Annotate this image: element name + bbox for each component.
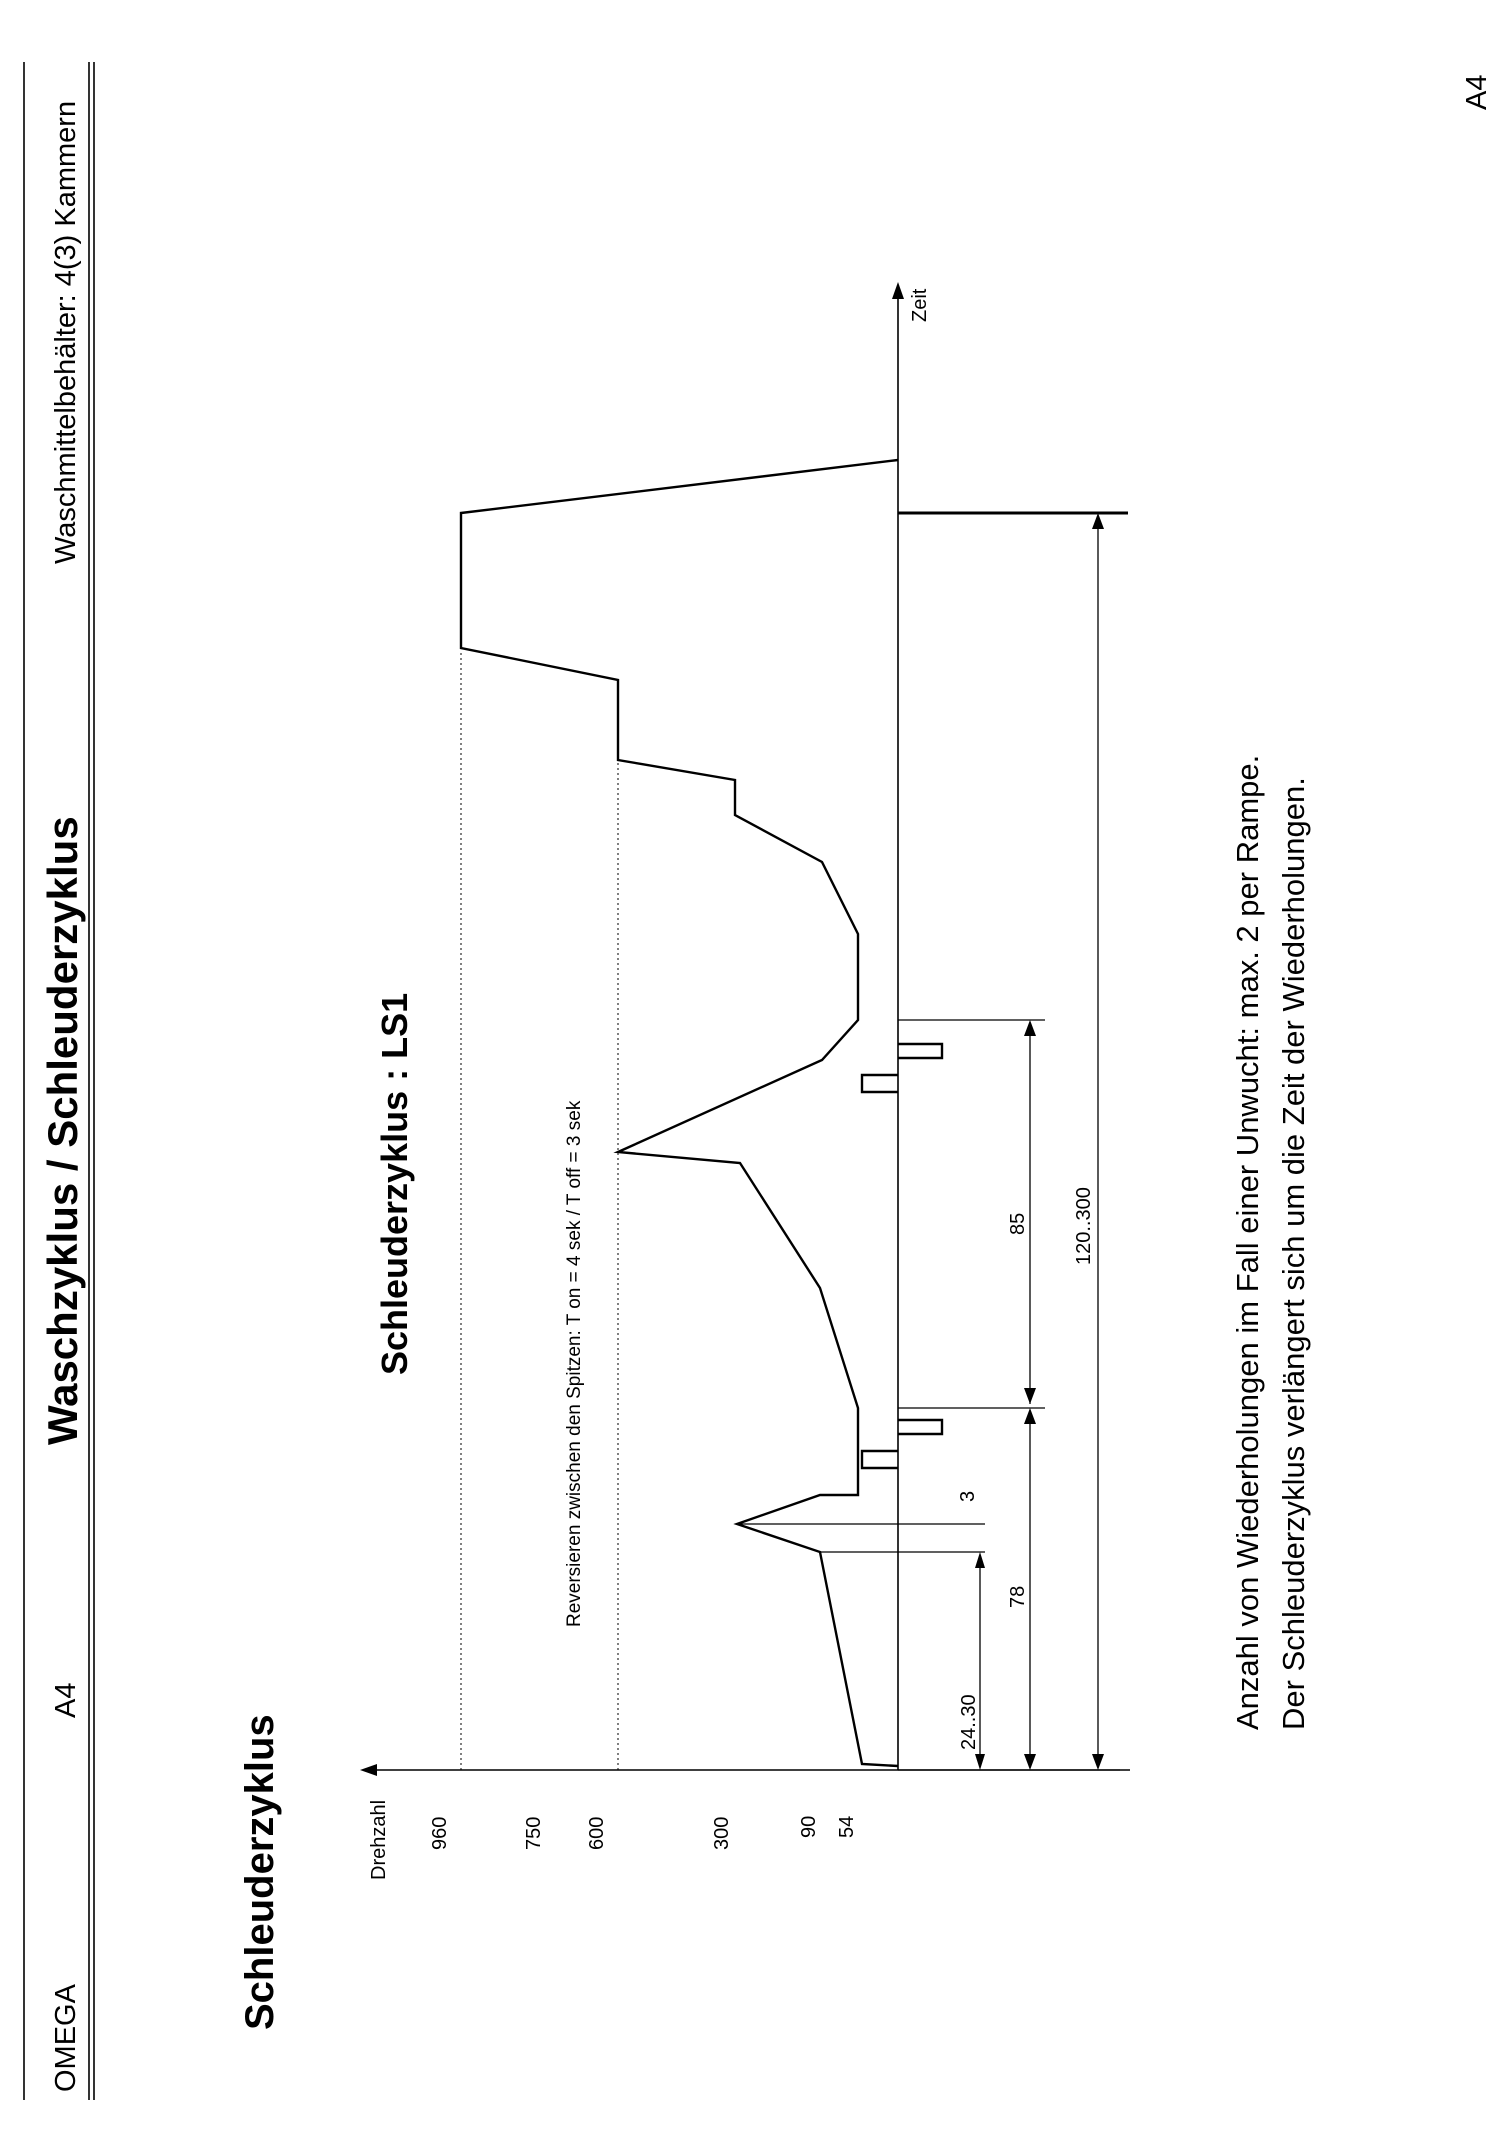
diagram-axes <box>360 282 1130 1776</box>
reverse-pulse-2a <box>860 1073 898 1094</box>
y-tick-960: 960 <box>429 1817 451 1850</box>
y-tick-600: 600 <box>586 1817 608 1850</box>
note-line-1: Anzahl von Wiederholungen im Fall einer … <box>1230 755 1265 1730</box>
speed-curve <box>459 458 899 1768</box>
y-tick-750: 750 <box>523 1817 545 1850</box>
section-title: Schleuderzyklus <box>238 1714 282 2030</box>
y-tick-54: 54 <box>836 1816 858 1838</box>
speed-axis-arrow <box>360 1764 377 1776</box>
y-axis-label: Drehzahl <box>368 1800 390 1880</box>
diagram-title: Schleuderzyklus : LS1 <box>374 993 415 1375</box>
dim-120-300: 120..300 <box>1073 1187 1095 1265</box>
header-code: A4 <box>50 1683 82 1718</box>
header-title: Waschzyklus / Schleuderzyklus <box>39 816 86 1445</box>
header-left: OMEGA <box>50 1983 82 2092</box>
dim-24-30: 24..30 <box>958 1694 980 1750</box>
reverse-pulse-1b <box>898 1418 944 1436</box>
dim-85: 85 <box>1007 1213 1029 1235</box>
reverse-pulse-1a <box>860 1449 898 1470</box>
y-tick-300: 300 <box>711 1817 733 1850</box>
dim-3: 3 <box>957 1491 979 1502</box>
header-right: Waschmittelbehälter: 4(3) Kammern <box>50 101 82 564</box>
header-rules <box>23 62 95 2100</box>
page-number: A4 <box>1461 75 1493 110</box>
reverse-note: Reversieren zwischen den Spitzen: T on =… <box>564 1100 585 1627</box>
time-axis-arrow <box>892 282 904 299</box>
dim-78: 78 <box>1007 1586 1029 1608</box>
y-tick-90: 90 <box>798 1816 820 1838</box>
x-axis-label: Zeit <box>909 288 931 322</box>
reverse-pulse-2b <box>898 1042 944 1060</box>
note-line-2: Der Schleuderzyklus verlängert sich um d… <box>1276 777 1311 1730</box>
dimension-lines <box>737 511 1128 1771</box>
